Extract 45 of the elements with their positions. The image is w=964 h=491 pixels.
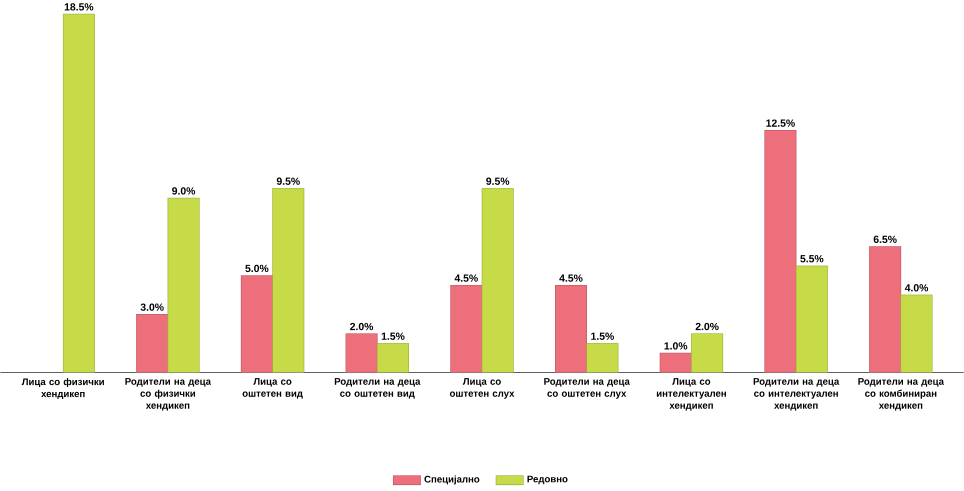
- data-label: 4.5%: [559, 274, 583, 282]
- data-label: 5.0%: [245, 264, 268, 272]
- bar: [272, 188, 304, 372]
- bar: [869, 246, 902, 372]
- x-tick-label: Родители на деца со комбиниран хендикеп: [858, 378, 944, 410]
- bar: [796, 265, 828, 372]
- data-label: 4.5%: [454, 274, 478, 282]
- bar: [168, 198, 200, 372]
- x-tick-label: Родители на деца со интелектуален хендикеп: [754, 378, 840, 410]
- bar: [376, 342, 410, 372]
- data-label: 2.0%: [696, 322, 719, 330]
- x-tick-label: Родители на деца со оштетен вид: [334, 378, 420, 398]
- bar: [450, 284, 482, 372]
- x-tick-label: Лица со оштетен слух: [450, 378, 514, 399]
- x-tick-label: Лица со интелектуален хендикеп: [656, 378, 726, 410]
- bar: [691, 333, 724, 372]
- x-tick-label: Лица со оштетен вид: [242, 378, 303, 398]
- data-label: 9.5%: [276, 177, 300, 185]
- data-label: 1.0%: [664, 342, 688, 350]
- x-tick-label: Лица со физички хендикеп: [22, 378, 104, 399]
- x-tick-label: Родители на деца со физички хендикеп: [125, 378, 212, 410]
- data-label: 6.5%: [874, 236, 897, 243]
- data-label: 12.5%: [766, 119, 795, 127]
- data-label: 1.5%: [591, 332, 614, 340]
- bar: [660, 352, 692, 372]
- legend-label: Специјално: [424, 475, 480, 484]
- bar: [900, 294, 933, 372]
- data-label: 2.0%: [350, 322, 374, 330]
- x-tick-label: Родители на деца со оштетен слух: [544, 378, 630, 399]
- bar: [764, 130, 796, 372]
- legend-label: Редовно: [528, 476, 568, 484]
- data-label: 1.5%: [382, 332, 405, 340]
- data-label: 3.0%: [140, 303, 164, 311]
- bar: [586, 342, 618, 372]
- bar: [482, 188, 514, 372]
- data-label: 9.5%: [486, 177, 510, 185]
- data-label: 4.0%: [904, 284, 928, 292]
- bar: [136, 314, 168, 372]
- data-label: 9.0%: [172, 187, 196, 194]
- bar: [554, 284, 588, 372]
- bar: [240, 275, 273, 372]
- data-label: 5.5%: [800, 254, 824, 262]
- data-label: 18.5%: [64, 3, 94, 10]
- bar: [346, 333, 378, 372]
- bar: [62, 14, 95, 372]
